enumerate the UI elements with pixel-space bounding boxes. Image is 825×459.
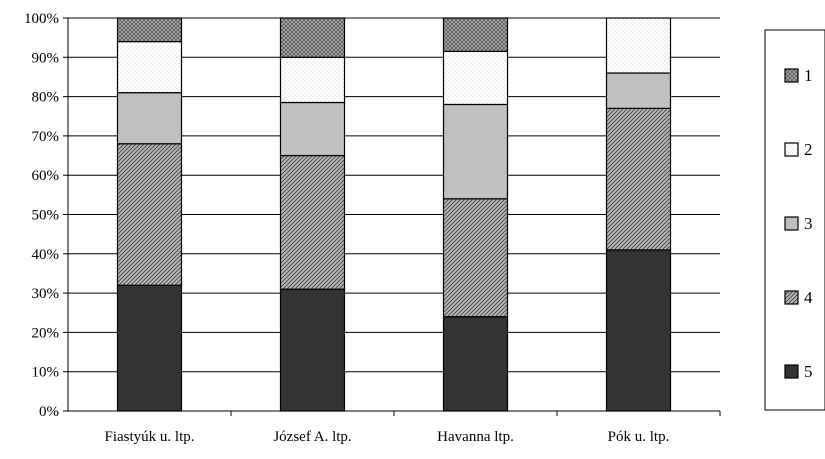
legend-swatch-1 [784, 68, 799, 83]
axes: 0% 10% 20% 30% 40% 50% 60% 70% 80% 90% 100% Fiastyú… [24, 11, 721, 445]
bar-segment-5 [279, 288, 346, 412]
bar-segment-2 [605, 17, 672, 74]
y-tick-label: 100% [24, 11, 59, 27]
legend-swatch-2 [784, 142, 799, 157]
legend-label-4: 4 [804, 288, 813, 307]
bar-segment-2 [279, 56, 346, 104]
x-category-label: Fiastyúk u. ltp. [104, 429, 194, 445]
bar-segment-3 [605, 72, 672, 109]
bar-segment-1 [442, 17, 509, 53]
y-tick-label: 80% [32, 90, 60, 106]
bar-segment-2 [442, 50, 509, 106]
x-category-label: József A. ltp. [273, 429, 351, 445]
bar-segment-5 [605, 249, 672, 412]
y-tick-label: 10% [32, 365, 60, 381]
y-tick-label: 90% [32, 50, 60, 66]
y-tick-label: 70% [32, 129, 60, 145]
legend-label-3: 3 [804, 214, 813, 233]
bar-segment-1 [279, 17, 346, 58]
bar-segment-3 [116, 92, 183, 145]
legend-swatch-5 [784, 364, 799, 379]
bar-segment-4 [605, 107, 672, 251]
y-tick-label: 20% [32, 325, 60, 341]
bar-segment-5 [442, 316, 509, 412]
bar-segment-3 [279, 101, 346, 157]
legend-label-2: 2 [804, 140, 813, 159]
bar-segment-1 [116, 17, 183, 43]
bars [116, 17, 672, 412]
y-tick-label: 40% [32, 247, 60, 263]
y-tick-label: 50% [32, 208, 60, 224]
bar-segment-4 [279, 154, 346, 290]
y-tick-label: 0% [39, 404, 59, 420]
legend-label-1: 1 [804, 66, 813, 85]
bar-segment-5 [116, 284, 183, 412]
x-category-label: Pók u. ltp. [608, 429, 670, 445]
legend-swatch-4 [784, 290, 799, 305]
x-category-label: Havanna ltp. [437, 429, 514, 445]
legend: 1 2 3 4 5 [764, 29, 825, 411]
bar-segment-4 [442, 198, 509, 318]
bar-segment-2 [116, 40, 183, 94]
bar-segment-4 [116, 143, 183, 286]
legend-label-5: 5 [804, 362, 813, 381]
y-tick-label: 60% [32, 168, 60, 184]
legend-swatch-3 [784, 216, 799, 231]
y-tick-label: 30% [32, 286, 60, 302]
bar-segment-3 [442, 103, 509, 200]
